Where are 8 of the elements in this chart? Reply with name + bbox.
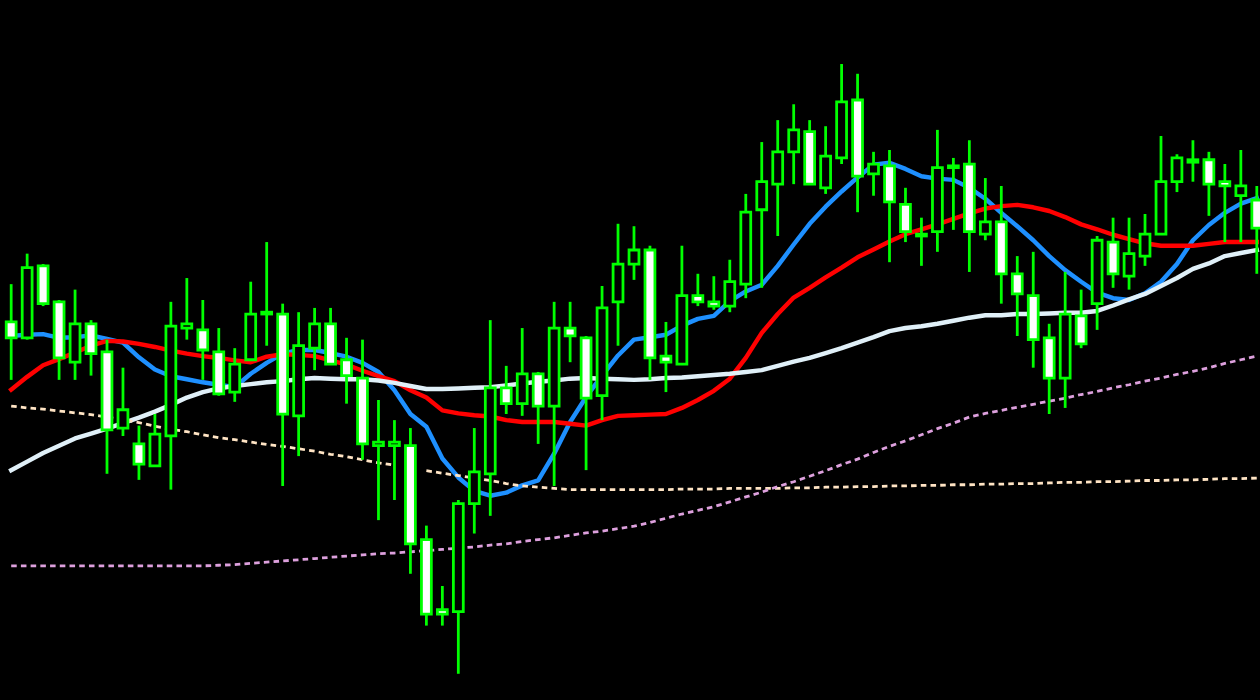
candlestick: [595, 284, 609, 422]
candlestick: [1186, 138, 1200, 184]
candlestick: [659, 320, 673, 394]
candlestick: [611, 222, 625, 348]
candlestick: [915, 216, 928, 268]
candlestick: [563, 300, 577, 364]
candlestick: [164, 300, 178, 492]
candlestick: [899, 186, 912, 244]
